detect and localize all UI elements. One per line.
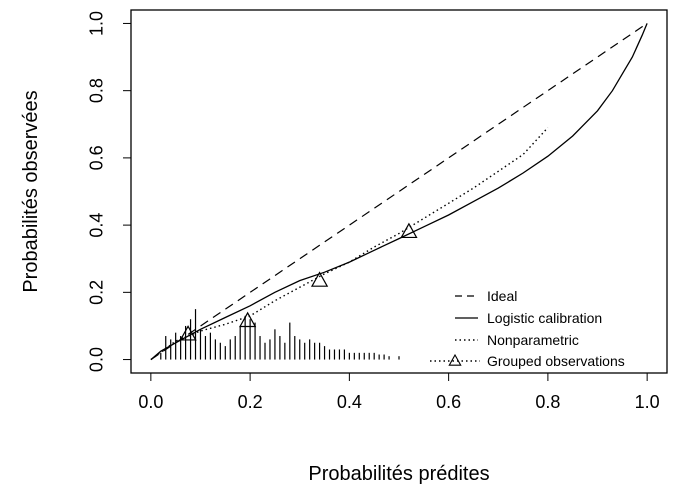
grouped-observation-markers xyxy=(179,222,418,341)
y-tick-label: 1.0 xyxy=(86,11,106,36)
x-tick-label: 0.0 xyxy=(138,392,163,412)
histogram xyxy=(160,309,400,360)
legend-key-triangle xyxy=(448,353,462,366)
series-line-logistic-calibration xyxy=(150,23,648,361)
x-tick-label: 0.6 xyxy=(436,392,461,412)
legend-label: Grouped observations xyxy=(487,353,625,369)
y-axis-title: Probabilités observées xyxy=(20,90,42,292)
y-tick-label: 0.8 xyxy=(86,78,106,103)
grouped-observation-marker xyxy=(400,222,418,239)
y-tick-label: 0.6 xyxy=(86,145,106,170)
grouped-observation-marker xyxy=(310,271,329,287)
legend-label: Nonparametric xyxy=(487,332,579,348)
x-tick-label: 0.2 xyxy=(238,392,263,412)
series-lines xyxy=(150,22,648,361)
x-axis-title: Probabilités prédites xyxy=(308,463,489,485)
legend: Ideal Logistic calibration Nonparametric Gr… xyxy=(430,288,625,369)
legend-label: Ideal xyxy=(487,288,517,304)
x-tick-label: 1.0 xyxy=(635,392,660,412)
plot-frame xyxy=(130,9,668,374)
series-line-ideal xyxy=(150,22,648,361)
y-tick-label: 0.2 xyxy=(86,280,106,305)
x-tick-label: 0.8 xyxy=(535,392,560,412)
y-tick-label: 0.4 xyxy=(86,213,106,238)
x-axis: 0.0 0.2 0.4 0.6 0.8 1.0 xyxy=(138,373,660,412)
grouped-observation-marker xyxy=(179,325,197,341)
y-axis: 0.0 0.2 0.4 0.6 0.8 1.0 xyxy=(86,11,131,372)
legend-label: Logistic calibration xyxy=(487,310,602,326)
grouped-observation-marker xyxy=(239,311,257,328)
y-tick-label: 0.0 xyxy=(86,347,106,372)
x-tick-label: 0.4 xyxy=(337,392,362,412)
